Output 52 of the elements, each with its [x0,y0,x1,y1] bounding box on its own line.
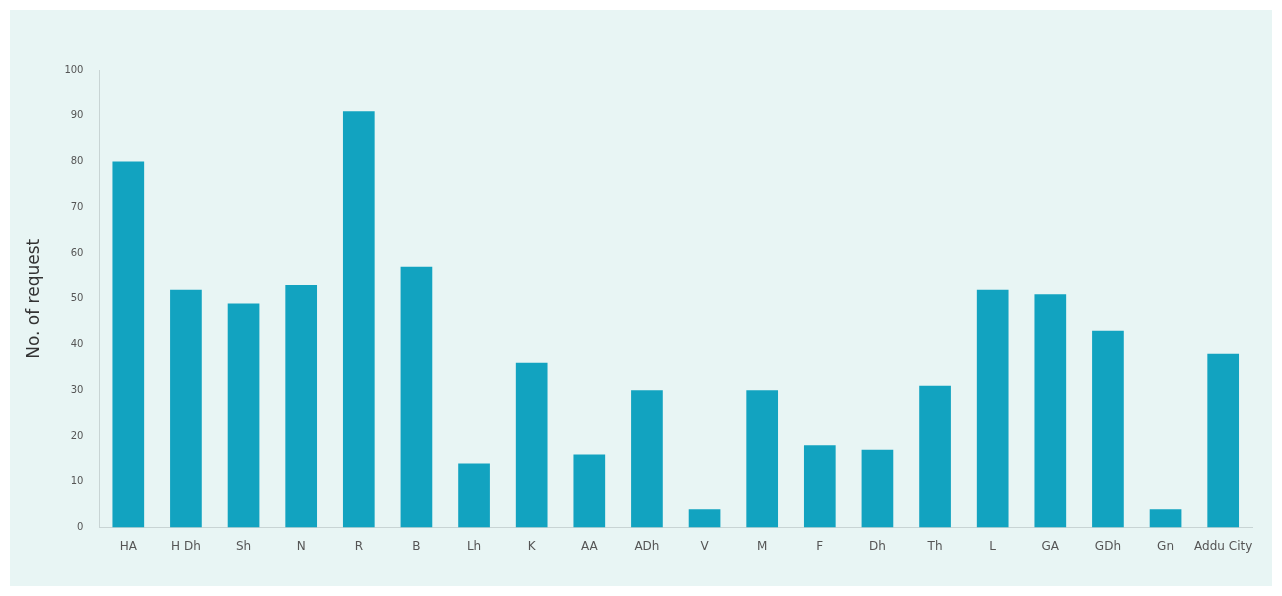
x-tick-label: L [989,538,997,553]
x-tick-label: HA [119,538,138,553]
x-tick-label: M [757,538,768,553]
bar [688,509,721,528]
y-tick-label: 40 [70,338,84,350]
bar [227,303,260,528]
bar [631,390,663,528]
x-tick-label: Dh [869,538,886,553]
y-axis-title: No. of request [22,238,43,359]
bar [746,390,779,528]
x-tick-label: GA [1041,538,1060,553]
y-tick-label: 50 [70,292,84,304]
bar [573,454,606,528]
bar [1149,509,1182,528]
y-tick-label: 60 [70,246,84,258]
y-tick-label: 90 [70,109,84,121]
bar [1092,330,1124,528]
x-tick-label: H Dh [171,538,201,553]
y-tick-label: 100 [64,63,84,75]
bar [515,362,548,528]
x-tick-label: V [700,538,710,553]
x-tick-label: F [816,538,824,553]
bar [919,385,951,528]
y-tick-label: 70 [70,200,84,212]
y-tick-label: 20 [70,429,84,441]
x-tick-label: Addu City [1194,538,1253,553]
y-tick-label: 80 [70,155,84,167]
x-tick-label: Sh [235,538,252,553]
x-tick-label: ADh [634,538,660,553]
bar [861,449,894,528]
x-tick-label: N [296,538,306,553]
y-tick-label: 30 [70,383,84,395]
y-tick-label: 0 [77,521,84,533]
bar [803,445,836,528]
bar [458,463,490,528]
x-tick-label: Gn [1157,538,1175,553]
bar [400,266,433,528]
x-tick-label: R [354,538,363,553]
bar [1207,353,1240,528]
bar [342,111,375,528]
bar [170,289,202,528]
bar [112,161,145,528]
bar [285,285,318,528]
bar [1034,294,1067,528]
y-tick-label: 10 [70,475,84,487]
x-tick-label: AA [580,538,599,553]
x-tick-label: Th [926,538,943,553]
x-tick-label: Lh [466,538,482,553]
x-tick-label: GDh [1094,538,1122,553]
x-tick-label: B [412,538,421,553]
x-tick-label: K [527,538,537,553]
bar [976,289,1009,528]
